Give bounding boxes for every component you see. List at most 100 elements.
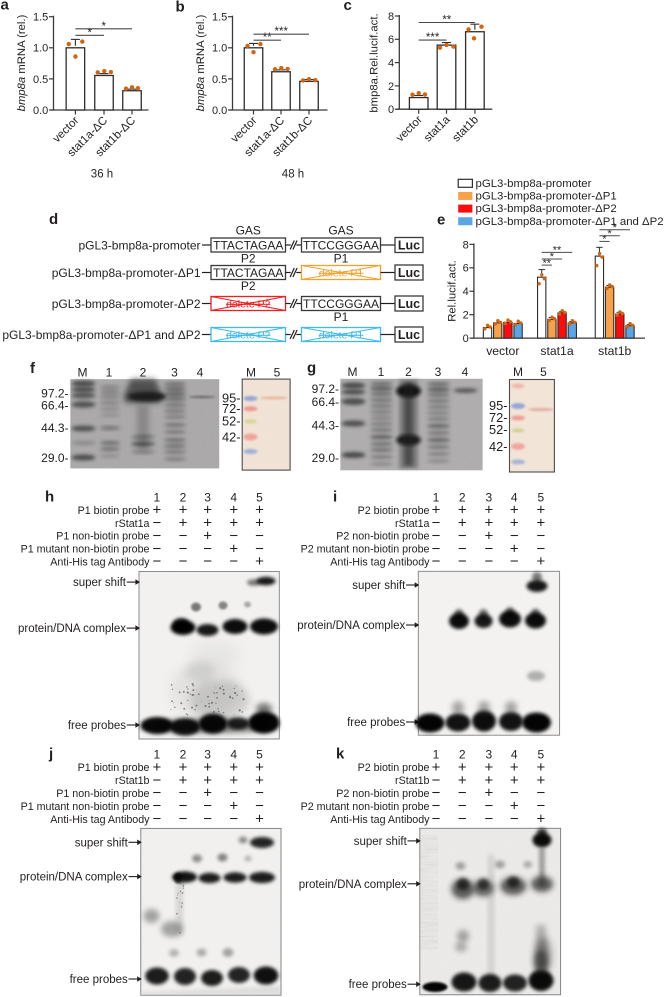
svg-text:Luc: Luc bbox=[398, 297, 420, 311]
svg-text:−: − bbox=[458, 553, 467, 570]
svg-text:1.0: 1.0 bbox=[33, 43, 48, 55]
svg-text:3: 3 bbox=[204, 748, 211, 762]
svg-text:−: − bbox=[153, 527, 162, 544]
svg-text:+: + bbox=[537, 502, 546, 519]
svg-text:52-: 52- bbox=[489, 422, 508, 437]
svg-text:+: + bbox=[179, 759, 188, 776]
svg-text:−: − bbox=[432, 785, 441, 802]
svg-text:+: + bbox=[485, 515, 494, 532]
svg-text:0.0: 0.0 bbox=[212, 105, 227, 117]
svg-text:2: 2 bbox=[459, 748, 466, 762]
svg-text:+: + bbox=[458, 502, 467, 519]
svg-text:−: − bbox=[203, 540, 212, 557]
svg-text:protein/DNA complex: protein/DNA complex bbox=[297, 620, 405, 632]
svg-text:P2 non-biotin probe: P2 non-biotin probe bbox=[336, 788, 429, 800]
svg-text:+: + bbox=[485, 502, 494, 519]
svg-text:Luc: Luc bbox=[398, 328, 420, 342]
svg-text:+: + bbox=[458, 515, 467, 532]
svg-text:−: − bbox=[153, 540, 162, 557]
svg-text:+: + bbox=[537, 772, 546, 789]
svg-text:1.5: 1.5 bbox=[212, 12, 227, 24]
svg-text:4: 4 bbox=[463, 286, 469, 298]
svg-text:4: 4 bbox=[462, 365, 469, 379]
svg-text:−: − bbox=[485, 553, 494, 570]
svg-text:6: 6 bbox=[463, 263, 469, 275]
svg-text:rStat1b: rStat1b bbox=[395, 775, 430, 787]
svg-text:−: − bbox=[537, 785, 546, 802]
svg-text:+: + bbox=[203, 772, 212, 789]
svg-text:rStat1a: rStat1a bbox=[395, 518, 430, 530]
svg-text:+: + bbox=[229, 502, 238, 519]
svg-text:+: + bbox=[255, 811, 264, 828]
svg-text:protein/DNA complex: protein/DNA complex bbox=[299, 879, 407, 891]
svg-text:+: + bbox=[255, 502, 264, 519]
svg-text:−: − bbox=[537, 527, 546, 544]
svg-text:−: − bbox=[537, 798, 546, 815]
svg-text:+: + bbox=[537, 811, 546, 828]
svg-text:5: 5 bbox=[538, 748, 545, 762]
svg-text:***: *** bbox=[275, 26, 289, 38]
svg-text:−: − bbox=[153, 811, 162, 828]
svg-text:P1: P1 bbox=[334, 310, 349, 324]
svg-text:42-: 42- bbox=[222, 430, 241, 445]
svg-text:4: 4 bbox=[511, 748, 518, 762]
svg-text:4: 4 bbox=[511, 490, 518, 504]
svg-text:2: 2 bbox=[180, 490, 187, 504]
svg-text:pGL3-bmp8a-promoter-ΔP1 and ΔP: pGL3-bmp8a-promoter-ΔP1 and ΔP2 bbox=[2, 328, 200, 342]
svg-text:29.0-: 29.0- bbox=[41, 451, 68, 465]
svg-text:5: 5 bbox=[540, 365, 547, 379]
svg-text:−: − bbox=[153, 785, 162, 802]
svg-text:+: + bbox=[510, 515, 519, 532]
svg-text:+: + bbox=[179, 502, 188, 519]
svg-text:−: − bbox=[458, 798, 467, 815]
svg-text:+: + bbox=[458, 772, 467, 789]
svg-text:*: * bbox=[101, 21, 106, 33]
svg-text:+: + bbox=[229, 798, 238, 815]
svg-text:Anti-His tag Antibody: Anti-His tag Antibody bbox=[330, 814, 430, 826]
svg-text:Anti-His tag Antibody: Anti-His tag Antibody bbox=[50, 557, 150, 569]
svg-text:Luc: Luc bbox=[398, 238, 420, 252]
svg-text:stat1a: stat1a bbox=[540, 344, 573, 358]
svg-text:bmp8a mRNA (rel.): bmp8a mRNA (rel.) bbox=[195, 14, 207, 111]
svg-text:−: − bbox=[510, 527, 519, 544]
svg-text:−: − bbox=[229, 785, 238, 802]
svg-text:+: + bbox=[203, 502, 212, 519]
svg-text:e: e bbox=[437, 212, 445, 229]
svg-text:+: + bbox=[179, 772, 188, 789]
svg-text:+: + bbox=[153, 502, 162, 519]
svg-text:M: M bbox=[513, 365, 523, 379]
svg-text:−: − bbox=[179, 785, 188, 802]
svg-text:b: b bbox=[176, 0, 185, 15]
svg-text:0: 0 bbox=[388, 104, 394, 116]
svg-text:+: + bbox=[203, 515, 212, 532]
svg-text:+: + bbox=[229, 515, 238, 532]
svg-text:3: 3 bbox=[171, 366, 178, 380]
svg-text:stat1b: stat1b bbox=[598, 344, 631, 358]
svg-text:M: M bbox=[246, 366, 256, 380]
svg-text:f: f bbox=[30, 360, 36, 377]
svg-text:−: − bbox=[153, 515, 162, 532]
svg-text:+: + bbox=[485, 527, 494, 544]
svg-text:2: 2 bbox=[459, 490, 466, 504]
svg-text:free probes: free probes bbox=[70, 974, 128, 986]
svg-text:1: 1 bbox=[154, 490, 161, 504]
svg-text:−: − bbox=[179, 527, 188, 544]
svg-text:+: + bbox=[510, 502, 519, 519]
svg-text:c: c bbox=[344, 0, 352, 14]
svg-text:−: − bbox=[179, 798, 188, 815]
svg-text:TTACTAGAA: TTACTAGAA bbox=[213, 266, 283, 280]
svg-text:−: − bbox=[179, 553, 188, 570]
svg-text:super shift: super shift bbox=[354, 836, 408, 848]
svg-text:P1 biotin probe: P1 biotin probe bbox=[78, 505, 150, 517]
svg-text:8: 8 bbox=[388, 11, 394, 23]
svg-text:42-: 42- bbox=[489, 439, 508, 454]
svg-text:delete P2: delete P2 bbox=[226, 298, 271, 310]
svg-text:pGL3-bmp8a-promoter-ΔP2: pGL3-bmp8a-promoter-ΔP2 bbox=[476, 203, 617, 215]
svg-text:97.2-: 97.2- bbox=[41, 387, 68, 401]
svg-text:−: − bbox=[432, 798, 441, 815]
svg-text:−: − bbox=[153, 553, 162, 570]
svg-text:bmp8a mRNA (rel.): bmp8a mRNA (rel.) bbox=[16, 14, 28, 111]
svg-text:TTCCGGGAA: TTCCGGGAA bbox=[303, 297, 379, 311]
svg-text:+: + bbox=[485, 772, 494, 789]
svg-text:−: − bbox=[203, 553, 212, 570]
